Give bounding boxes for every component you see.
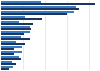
Bar (0, 33, 24, 35)
Bar (0, 46, 22, 48)
Bar (0, 51, 22, 53)
Bar (0, 18, 42, 20)
Bar (0, 21, 18, 23)
Bar (0, 1, 41, 3)
Bar (0, 6, 76, 8)
Bar (0, 8, 79, 10)
Bar (0, 41, 16, 43)
Bar (0, 11, 74, 13)
Bar (0, 53, 14, 55)
Bar (0, 3, 95, 5)
Bar (0, 48, 14, 50)
Bar (0, 38, 30, 40)
Bar (0, 61, 12, 63)
Bar (0, 31, 30, 33)
Bar (0, 16, 25, 18)
Bar (0, 66, 13, 68)
Bar (0, 68, 9, 70)
Bar (0, 28, 31, 30)
Bar (0, 13, 66, 15)
Bar (0, 56, 19, 58)
Bar (0, 23, 33, 25)
Bar (0, 43, 25, 45)
Bar (0, 26, 30, 28)
Bar (0, 58, 21, 60)
Bar (0, 36, 21, 38)
Bar (0, 63, 16, 65)
